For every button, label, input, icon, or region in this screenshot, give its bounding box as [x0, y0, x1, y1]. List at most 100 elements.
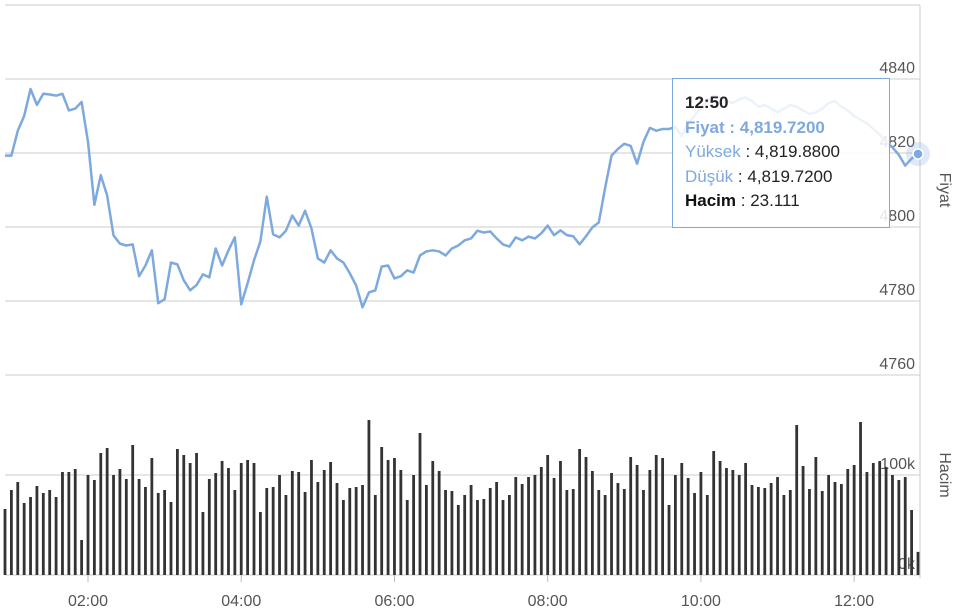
volume-bar [756, 487, 760, 575]
volume-bar [648, 470, 652, 575]
volume-bar [725, 468, 728, 575]
volume-bar [412, 475, 416, 575]
volume-bar [456, 505, 460, 575]
volume-bar [495, 482, 499, 575]
volume-bar [552, 478, 556, 575]
volume-bar [507, 495, 511, 575]
volume-bar [233, 490, 237, 575]
volume-bar [520, 484, 524, 575]
volume-bar [144, 487, 147, 575]
volume-bar [380, 447, 384, 575]
volume-bar [348, 488, 352, 575]
volume-bar [169, 502, 173, 575]
volume-bar [367, 420, 371, 575]
volume-bar [297, 472, 301, 575]
volume-bar [214, 473, 218, 575]
tooltip-value: 4,819.7200 [739, 117, 825, 137]
volume-bar [239, 463, 243, 575]
volume-bar [642, 490, 645, 575]
volume-bar [833, 482, 837, 575]
tooltip-label: Düşük [685, 166, 734, 186]
volume-bar [578, 449, 582, 575]
volume-bar [361, 485, 364, 575]
volume-bar [54, 497, 58, 575]
volume-bar [271, 487, 275, 575]
volume-bar [124, 479, 128, 575]
volume-bar [686, 478, 690, 575]
volume-bar [622, 489, 626, 575]
volume-bar [808, 489, 811, 575]
x-tick-label: 10:00 [681, 593, 721, 610]
y-tick-label: 4760 [879, 356, 915, 373]
volume-bar [112, 475, 115, 575]
volume-bar [290, 471, 294, 575]
volume-bar [565, 490, 569, 575]
tooltip-row: Fiyat : 4,819.7200 [685, 116, 877, 141]
tooltip-value: : 23.111 [740, 191, 800, 210]
volume-bar [393, 458, 396, 575]
volume-bar [571, 489, 575, 575]
tooltip: 12:50 Fiyat : 4,819.7200 Yüksek : 4,819.8… [672, 78, 890, 228]
volume-bar [310, 460, 313, 575]
volume-bar [533, 475, 537, 575]
volume-bar [527, 477, 530, 575]
volume-bar [469, 485, 473, 575]
volume-bar [597, 490, 601, 575]
volume-bar [539, 467, 543, 575]
volume-bar [61, 472, 64, 575]
volume-bar [48, 490, 52, 575]
volume-bar [903, 477, 907, 575]
tooltip-row: Yüksek : 4,819.8800 [685, 140, 877, 165]
tooltip-value: : 4,819.8800 [745, 142, 841, 161]
volume-bar [750, 485, 754, 575]
volume-bar [373, 495, 377, 575]
volume-bar [437, 471, 441, 575]
volume-bar [559, 461, 562, 575]
volume-bar [546, 455, 550, 575]
volume-bar [891, 475, 894, 575]
volume-bar [150, 458, 154, 575]
volume-bar [667, 505, 671, 575]
volume-bar [839, 484, 843, 575]
volume-bar [916, 551, 920, 575]
x-tick-label: 12:00 [834, 593, 874, 610]
volume-bar [871, 463, 875, 575]
tooltip-value: : 4,819.7200 [737, 166, 833, 186]
volume-bar [131, 445, 135, 575]
volume-bar [329, 462, 333, 575]
volume-bar [482, 499, 486, 575]
volume-bar [99, 453, 103, 575]
x-tick-label: 02:00 [68, 593, 108, 610]
hover-point [912, 148, 924, 160]
volume-bar [418, 433, 422, 575]
volume-bar [463, 495, 467, 575]
y-tick-label: 4780 [879, 282, 915, 299]
volume-bar [175, 449, 179, 575]
volume-bar [431, 461, 435, 575]
volume-bar [776, 477, 779, 575]
volume-bar [73, 469, 77, 575]
x-tick-label: 08:00 [528, 593, 568, 610]
volume-bar [852, 465, 856, 575]
volume-bar [763, 488, 767, 575]
volume-bar [258, 512, 262, 575]
volume-bar [86, 475, 90, 575]
volume-bar [878, 461, 882, 575]
volume-bar [731, 470, 735, 575]
volume-bar [910, 510, 914, 575]
y-axis-title: Fiyat [936, 173, 953, 208]
volume-bar [207, 479, 211, 575]
volume-bar [354, 487, 358, 575]
volume-bar [654, 455, 658, 575]
volume-bar [444, 490, 447, 575]
volume-bar [590, 471, 594, 575]
volume-bar [163, 490, 167, 575]
tooltip-label: Hacim [685, 191, 737, 210]
volume-bar [265, 488, 269, 575]
volume-bar [67, 472, 71, 575]
y-axis-title: Hacim [936, 452, 953, 497]
volume-bar [705, 495, 709, 575]
volume-bar [629, 457, 633, 575]
volume-bar [316, 482, 320, 575]
